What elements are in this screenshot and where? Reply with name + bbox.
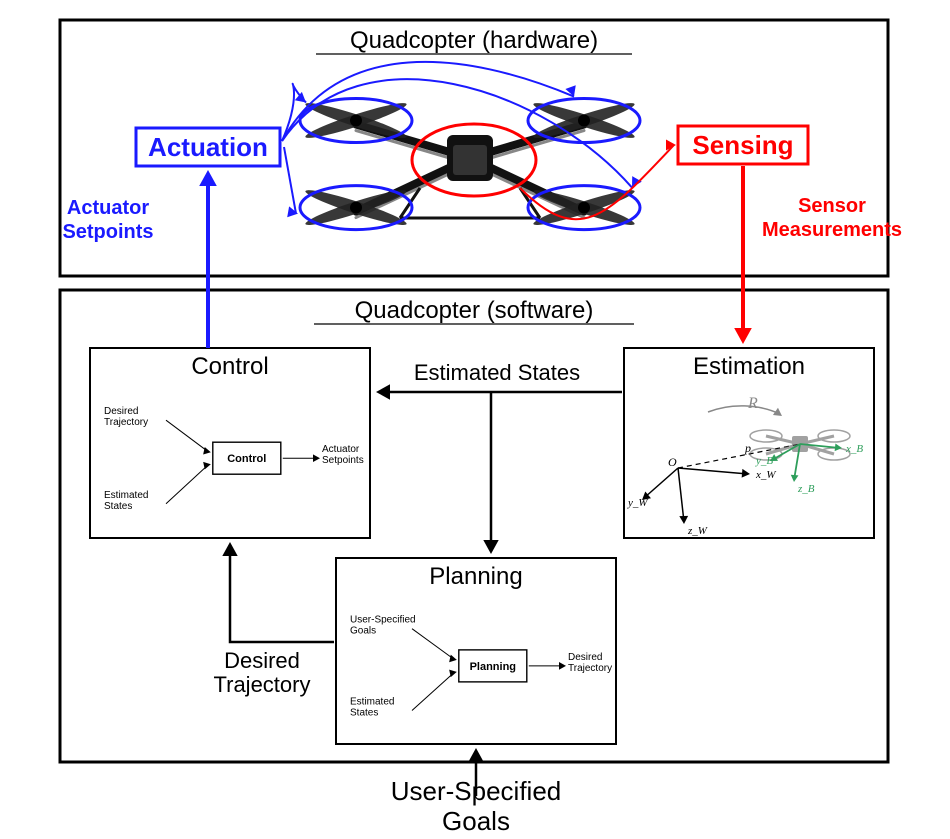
est-origin: O [668,455,677,469]
label-actuator-setpoints: ActuatorSetpoints [62,197,153,243]
svg-text:z_W: z_W [687,525,708,537]
planning-module: Planning Planning User-SpecifiedGoals Estim… [336,558,616,744]
drone-icon [282,62,676,230]
estimation-title: Estimation [693,353,805,380]
hardware-title: Quadcopter (hardware) [350,27,598,54]
svg-text:x_B: x_B [845,443,863,455]
inner-out: ActuatorSetpoints [322,444,364,466]
est-R: R [747,395,758,412]
inner-in2: EstimatedStates [104,490,148,512]
inner-in1: DesiredTrajectory [104,406,148,428]
inner-node-label: Planning [470,661,516,673]
inner-in2: EstimatedStates [350,697,394,719]
label-desired-trajectory: DesiredTrajectory [214,648,311,697]
svg-text:x_W: x_W [755,469,776,481]
inner-node-label: Control [227,453,266,465]
label-user-goals: User-SpecifiedGoals [391,776,562,836]
control-title: Control [191,353,268,380]
estimation-module: EstimationOx_Wy_Wz_WpRx_Bz_By_B [624,348,874,538]
planning-title: Planning [429,563,522,590]
software-title: Quadcopter (software) [355,297,594,324]
label-estimated-states: Estimated States [414,360,580,385]
sensing-label: Sensing [692,130,793,160]
inner-out: DesiredTrajectory [568,652,612,674]
svg-text:z_B: z_B [797,483,815,495]
edge-desired-trajectory [230,548,334,642]
label-sensor-measurements: SensorMeasurements [762,195,902,241]
actuation-label: Actuation [148,132,268,162]
control-module: Control Control DesiredTrajectory Estimated… [90,348,370,538]
svg-text:y_B: y_B [755,455,773,467]
svg-text:y_W: y_W [627,497,648,509]
inner-in1: User-SpecifiedGoals [350,615,416,637]
